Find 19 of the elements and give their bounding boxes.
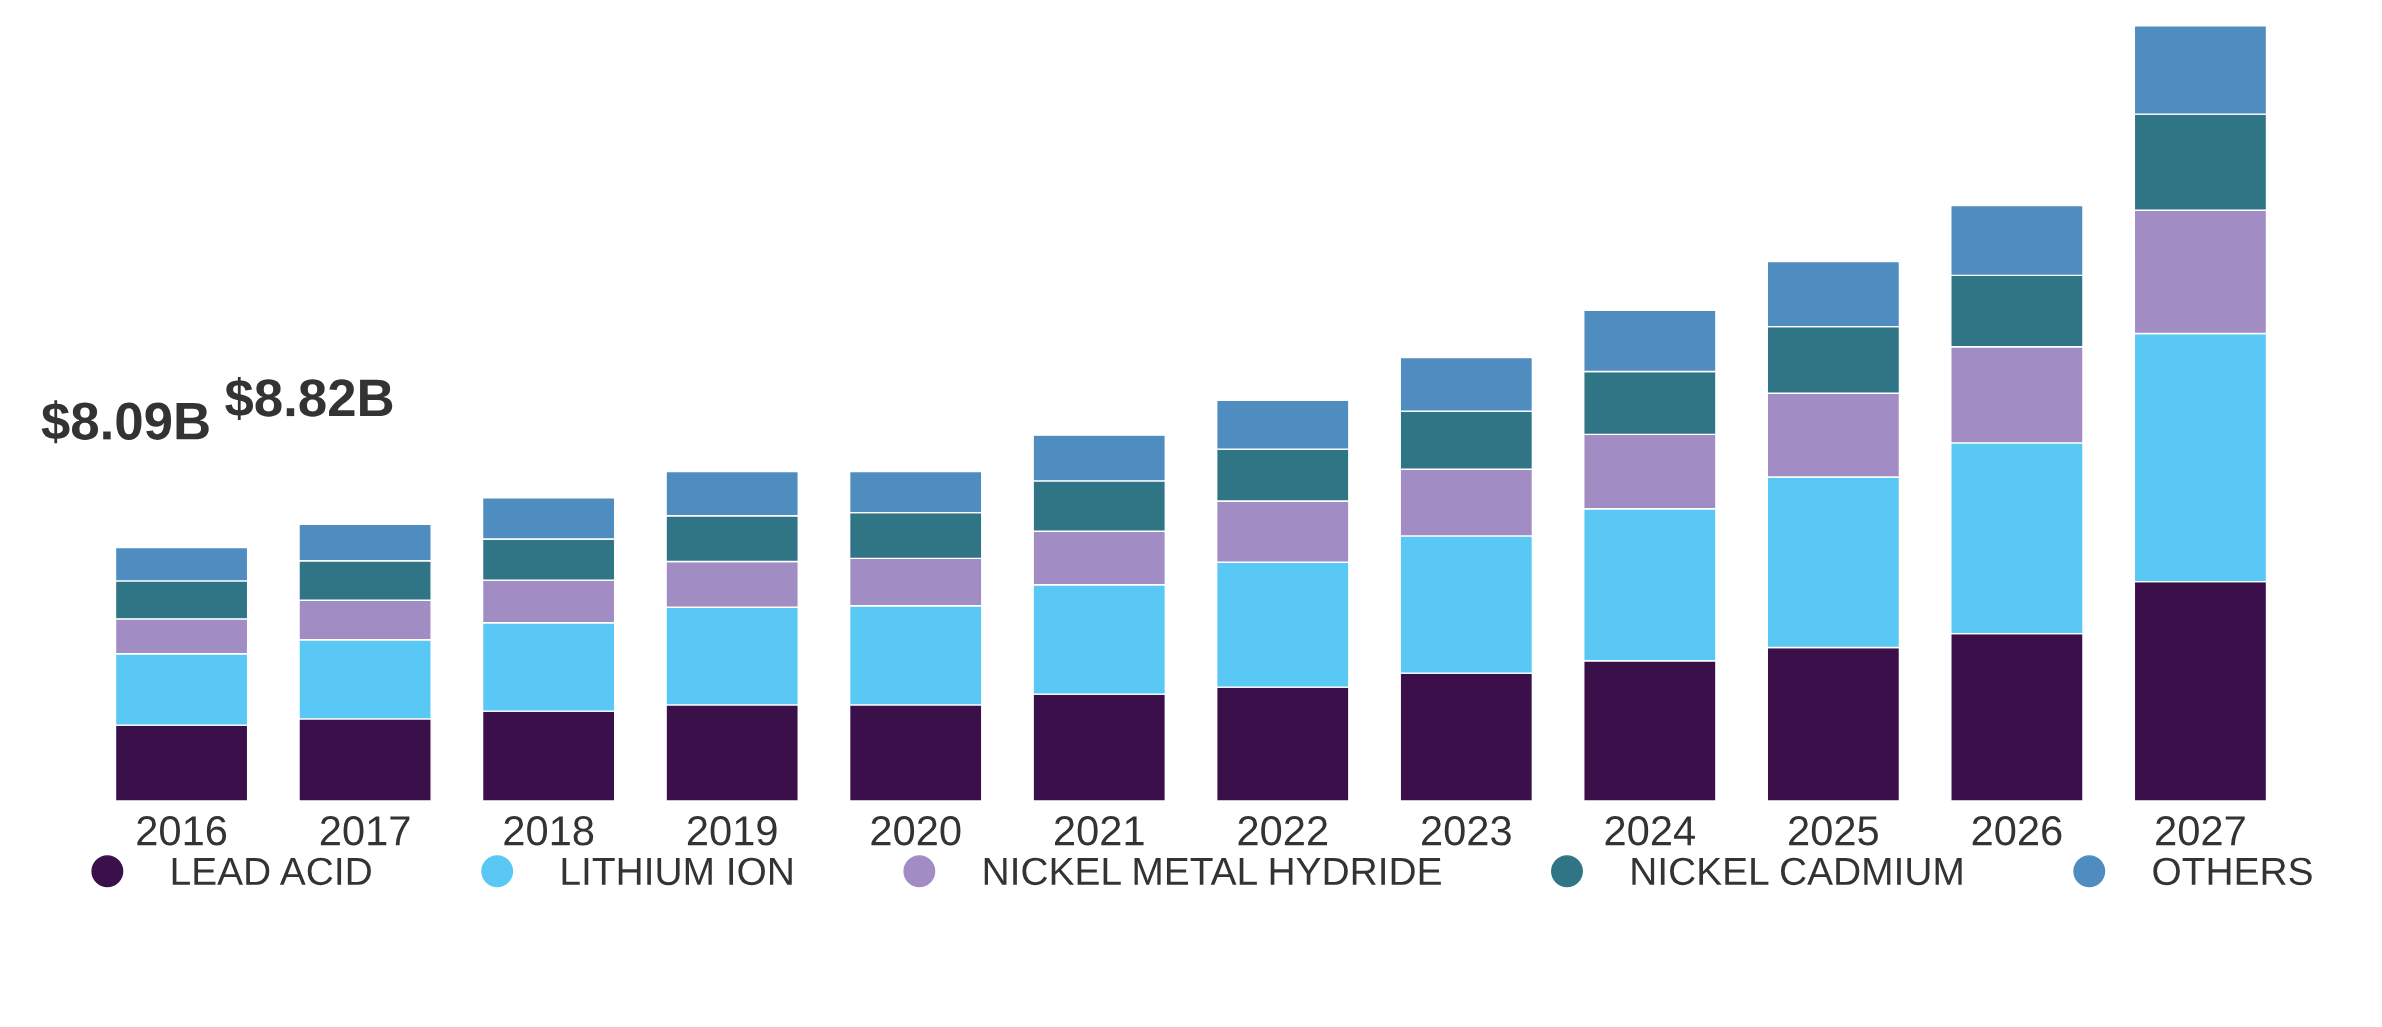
x-tick-label: 2024 bbox=[1605, 816, 1695, 846]
annotation: $8.82B bbox=[225, 376, 393, 421]
x-tick-label: 2019 bbox=[687, 816, 777, 846]
x-tick-label: 2018 bbox=[504, 816, 594, 846]
legend-label: LITHIUM ION bbox=[562, 857, 792, 886]
legend-label: NICKEL CADMIUM bbox=[1632, 857, 1962, 886]
x-tick-label: 2023 bbox=[1422, 816, 1511, 846]
x-tick-label: 2016 bbox=[137, 816, 227, 846]
x-tick-label: 2022 bbox=[1238, 816, 1328, 846]
x-tick-label: 2025 bbox=[1789, 816, 1878, 846]
legend-label: OTHERS bbox=[2153, 857, 2312, 886]
annotation: $8.09B bbox=[41, 400, 209, 444]
x-tick-label: 2027 bbox=[2156, 816, 2245, 846]
legend-label: LEAD ACID bbox=[172, 857, 371, 886]
x-tick-label: 2026 bbox=[1972, 816, 2062, 846]
x-tick-label: 2017 bbox=[320, 816, 410, 846]
legend-label: NICKEL METAL HYDRIDE bbox=[984, 857, 1441, 886]
x-tick-label: 2021 bbox=[1054, 816, 1144, 846]
x-tick-label: 2020 bbox=[871, 816, 961, 846]
